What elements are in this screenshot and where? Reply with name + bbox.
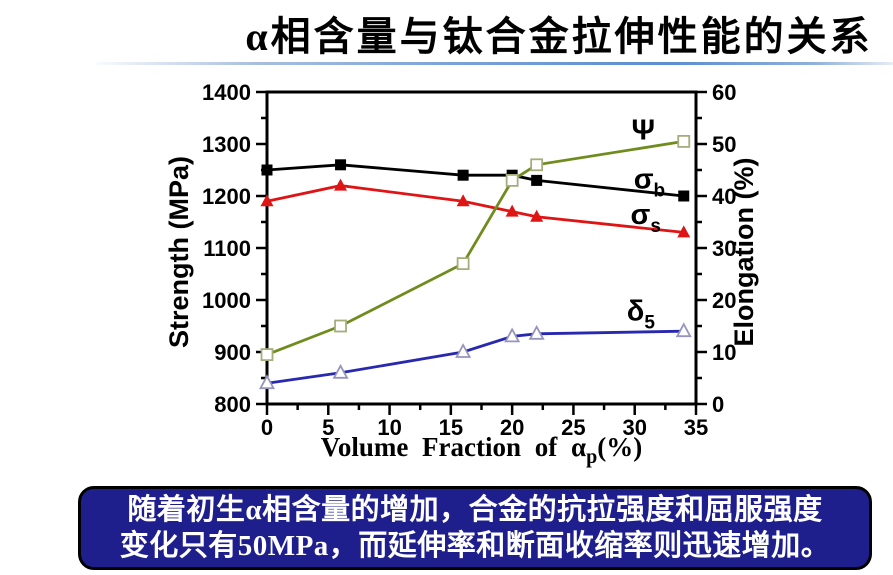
series-line-psi (266, 140, 684, 356)
y-left-tick-label: 800 (214, 392, 251, 417)
y-left-tick-label: 1400 (202, 80, 251, 105)
series-label-sigma-s: σs (631, 199, 661, 237)
page-title: α相含量与钛合金拉伸性能的关系 (245, 14, 873, 59)
y-right-axis-title: Elongation (%) (729, 158, 759, 347)
chart: 0 5 10 15 20 25 30 35 800 900 1000 1100 1200 1300 1400… (164, 80, 759, 468)
x-tick-label: 15 (439, 415, 463, 440)
series-line-sigma-s (266, 184, 684, 234)
series-line-sigma-b (266, 163, 684, 198)
series-label-sigma-b: σb (634, 163, 665, 201)
y-left-axis-title: Strength (MPa) (164, 156, 194, 348)
series-sigma-b (261, 159, 690, 202)
y-right-tick-label: 40 (712, 184, 736, 209)
title-divider (96, 62, 893, 65)
y-right-tick-label: 20 (712, 288, 736, 313)
y-right-tick-label: 0 (712, 392, 724, 417)
series-delta-5 (258, 322, 692, 390)
x-tick-label: 30 (622, 415, 646, 440)
caption-line-2: 变化只有50MPa，而延伸率和断面收缩率则迅速增加。 (119, 530, 831, 562)
series-label-psi: Ψ (632, 114, 655, 146)
series-line-delta-5 (266, 329, 684, 385)
y-left-tick-label: 900 (214, 340, 251, 365)
x-tick-label: 35 (684, 415, 708, 440)
y-left-tick-label: 1100 (203, 236, 251, 261)
y-right-tick-label: 50 (712, 132, 736, 157)
caption-box: 随着初生α相含量的增加，合金的抗拉强度和屈服强度 变化只有50MPa，而延伸率和… (78, 486, 872, 570)
y-right-tick-label: 10 (712, 340, 736, 365)
y-right-tick-label: 30 (712, 236, 736, 261)
x-tick-label: 25 (561, 415, 585, 440)
x-axis-title: Volume Fraction of αp(%) (321, 432, 642, 468)
y-right-tick-label: 60 (712, 80, 736, 105)
x-tick-label: 0 (261, 415, 273, 440)
x-tick-label: 10 (377, 415, 401, 440)
x-tick-label: 5 (322, 415, 334, 440)
series-label-delta-5: δ5 (627, 295, 656, 333)
series-psi (260, 134, 691, 362)
y-left-tick-label: 1300 (202, 132, 251, 157)
caption-line-1: 随着初生α相含量的增加，合金的抗拉强度和屈服强度 (127, 494, 823, 526)
y-left-tick-label: 1200 (202, 184, 251, 209)
y-left-tick-label: 1000 (202, 288, 251, 313)
axes: 0 5 10 15 20 25 30 35 800 900 1000 1100 1200 1300 1400… (202, 80, 736, 440)
series-sigma-s (260, 178, 691, 238)
x-tick-label: 20 (500, 415, 524, 440)
